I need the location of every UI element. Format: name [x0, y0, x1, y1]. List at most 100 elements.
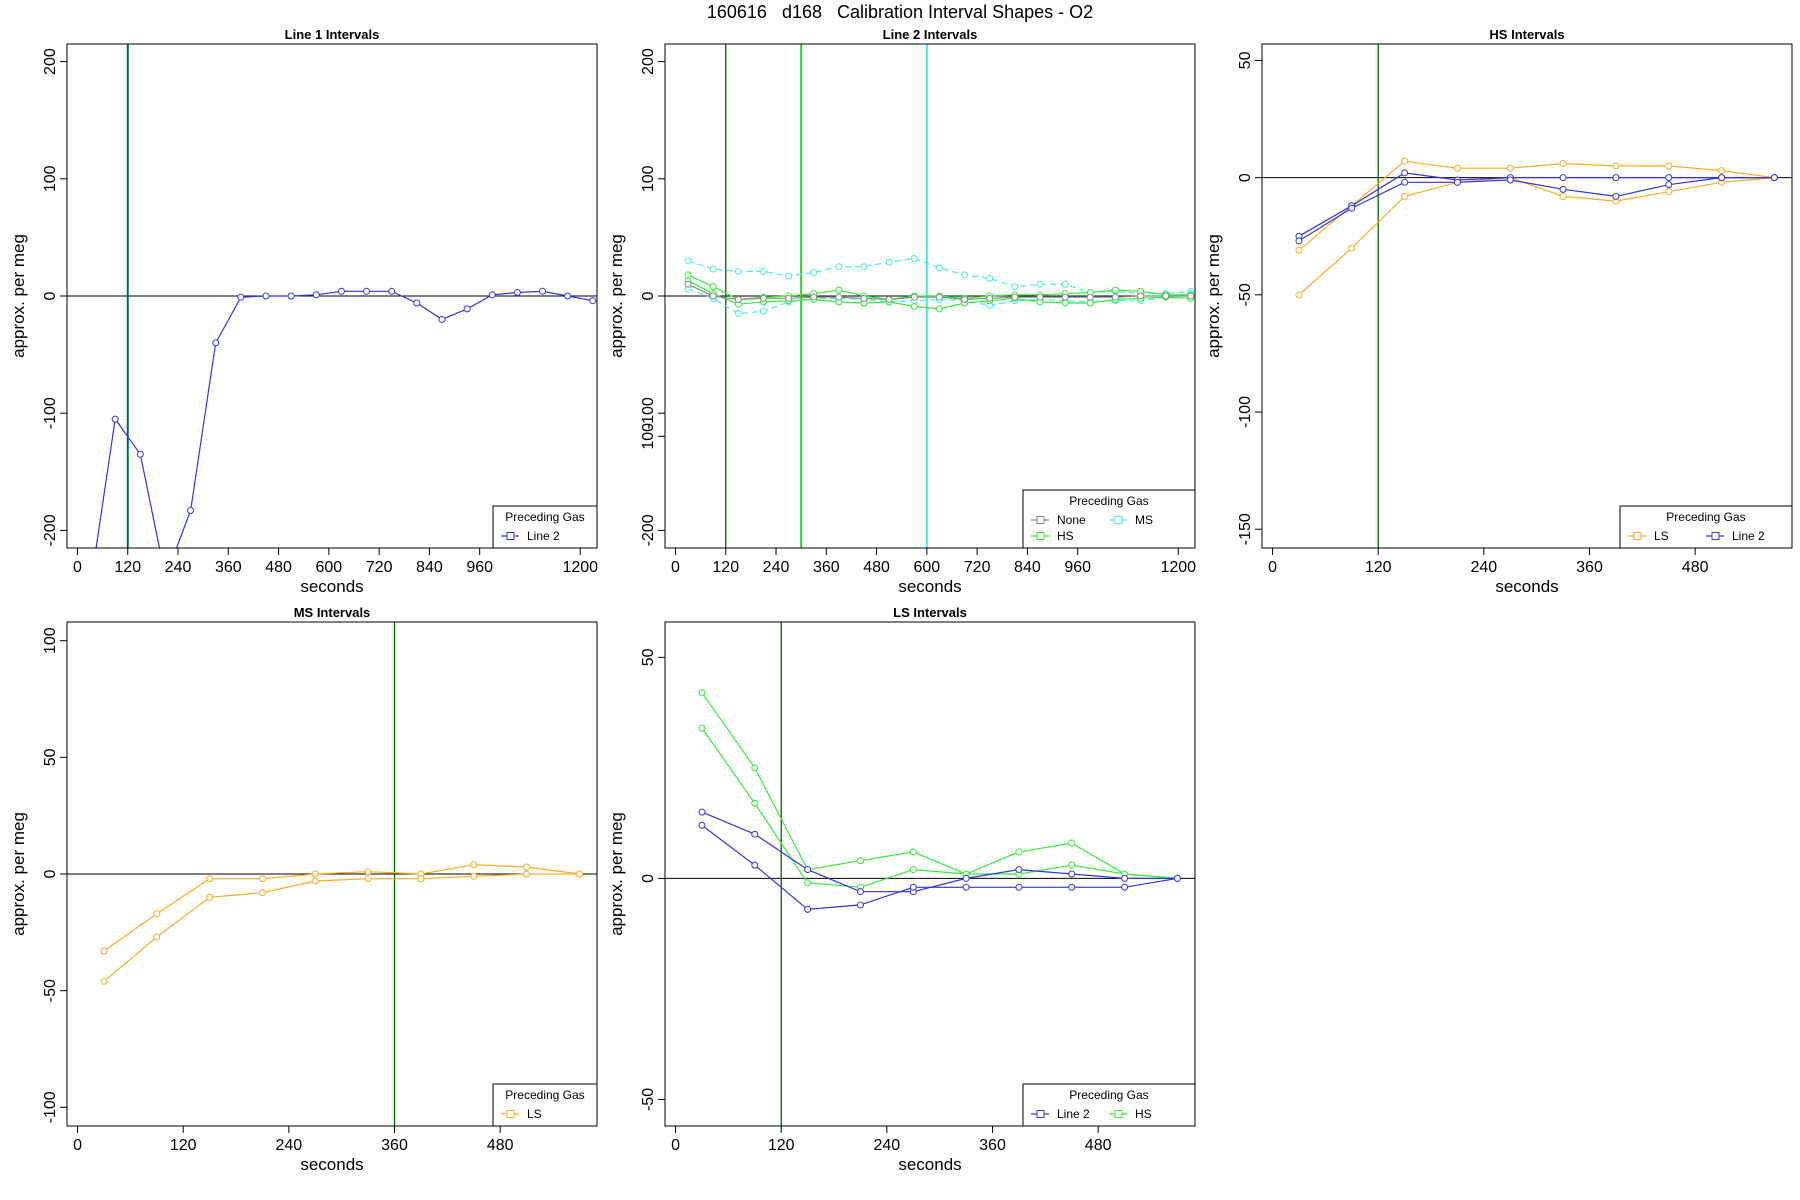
figure-title: 160616 d168 Calibration Interval Shapes …	[706, 2, 1094, 22]
data-point	[111, 415, 119, 423]
chart-title: LS Intervals	[893, 605, 967, 620]
data-point	[804, 866, 812, 874]
x-axis-label: seconds	[898, 1155, 961, 1174]
data-point	[413, 299, 421, 307]
y-tick-label: 100	[42, 165, 59, 192]
data-point	[564, 292, 572, 300]
data-point	[1665, 188, 1673, 196]
data-point	[1506, 164, 1514, 172]
series-line	[687, 288, 1191, 315]
data-point	[237, 293, 245, 301]
legend-item-label: HS	[1135, 1107, 1152, 1121]
data-point	[1173, 874, 1181, 882]
data-point	[364, 868, 372, 876]
legend-box	[1619, 505, 1793, 549]
legend-title: Preceding Gas	[1666, 510, 1745, 524]
data-point	[751, 861, 759, 869]
x-tick-label: 0	[73, 1137, 82, 1154]
x-axis-label: seconds	[300, 1155, 363, 1174]
data-point	[759, 307, 767, 315]
x-tick-label: 240	[165, 559, 192, 576]
data-point	[962, 883, 970, 891]
data-point	[986, 274, 994, 282]
legend-swatch-marker	[1711, 532, 1720, 540]
data-point	[860, 294, 868, 302]
x-tick-label: 480	[487, 1137, 514, 1154]
x-tick-label: 360	[381, 1137, 408, 1154]
legend-title: Preceding Gas	[1069, 494, 1148, 508]
x-tick-label: 120	[170, 1137, 197, 1154]
data-point	[1559, 185, 1567, 193]
data-point	[856, 901, 864, 909]
chart-panel-5: LS Intervals 0 120 240 360 480 seconds -50 0 50 10…	[607, 423, 1196, 1174]
data-point	[1506, 176, 1514, 184]
data-point	[1295, 237, 1303, 245]
legend-box	[1022, 489, 1196, 549]
data-point	[751, 830, 759, 838]
series-line	[1298, 160, 1775, 251]
data-point	[363, 287, 371, 295]
data-point	[909, 848, 917, 856]
data-point	[1295, 291, 1303, 299]
data-point	[311, 877, 319, 885]
series-line	[701, 811, 1178, 893]
x-tick-label: 960	[466, 559, 493, 576]
legend-item-label: None	[1057, 513, 1086, 527]
y-tick-label: -100	[42, 397, 59, 429]
series-line	[701, 692, 1178, 879]
chart-panel-1: Line 1 Intervals 0 120 240 360 480 600 720 840 96…	[9, 27, 598, 596]
y-tick-label: -100	[640, 397, 657, 429]
x-tick-label: 0	[671, 559, 680, 576]
x-tick-label: 480	[265, 559, 292, 576]
plot-frame	[664, 621, 1196, 1127]
data-point	[1401, 178, 1409, 186]
y-tick-label: 0	[42, 291, 59, 300]
data-point	[388, 287, 396, 295]
data-point	[751, 764, 759, 772]
data-point	[1612, 192, 1620, 200]
y-tick-label: -100	[42, 1091, 59, 1123]
data-point	[785, 294, 793, 302]
data-point	[759, 267, 767, 275]
data-point	[1121, 883, 1129, 891]
x-tick-label: 120	[1365, 559, 1392, 576]
data-point	[206, 875, 214, 883]
data-point	[698, 724, 706, 732]
data-point	[804, 879, 812, 887]
data-point	[1137, 292, 1145, 300]
data-point	[1665, 174, 1673, 182]
legend-item-label: MS	[1135, 513, 1153, 527]
x-tick-label: 360	[215, 559, 242, 576]
legend: Preceding Gas LS Line 2	[1619, 505, 1793, 549]
series-line	[1298, 177, 1775, 242]
plot-area	[665, 44, 1195, 548]
legend-box	[492, 1083, 598, 1127]
data-point	[1111, 286, 1119, 294]
data-point	[287, 292, 295, 300]
data-point	[734, 267, 742, 275]
data-point	[961, 271, 969, 279]
x-tick-label: 360	[1576, 559, 1603, 576]
plot-area	[1262, 44, 1792, 548]
x-tick-label: 480	[1682, 559, 1709, 576]
y-tick-label: -50	[640, 1088, 657, 1111]
data-point	[488, 291, 496, 299]
data-point	[364, 875, 372, 883]
x-tick-label: 1200	[1160, 559, 1196, 576]
series-line	[687, 257, 1191, 295]
data-point	[698, 689, 706, 697]
data-point	[961, 296, 969, 304]
plot-area	[67, 44, 597, 548]
data-point	[1612, 174, 1620, 182]
data-point	[684, 257, 692, 265]
x-tick-label: 480	[863, 559, 890, 576]
data-point	[1401, 157, 1409, 165]
chart-panel-3: HS Intervals 0 120 240 360 480 seconds -150 -100…	[1204, 27, 1793, 596]
x-tick-label: 0	[671, 1137, 680, 1154]
y-tick-label: -50	[42, 979, 59, 1002]
data-point	[1453, 178, 1461, 186]
data-point	[910, 254, 918, 262]
data-point	[153, 933, 161, 941]
y-tick-label: 100	[640, 165, 657, 192]
data-point	[1015, 883, 1023, 891]
